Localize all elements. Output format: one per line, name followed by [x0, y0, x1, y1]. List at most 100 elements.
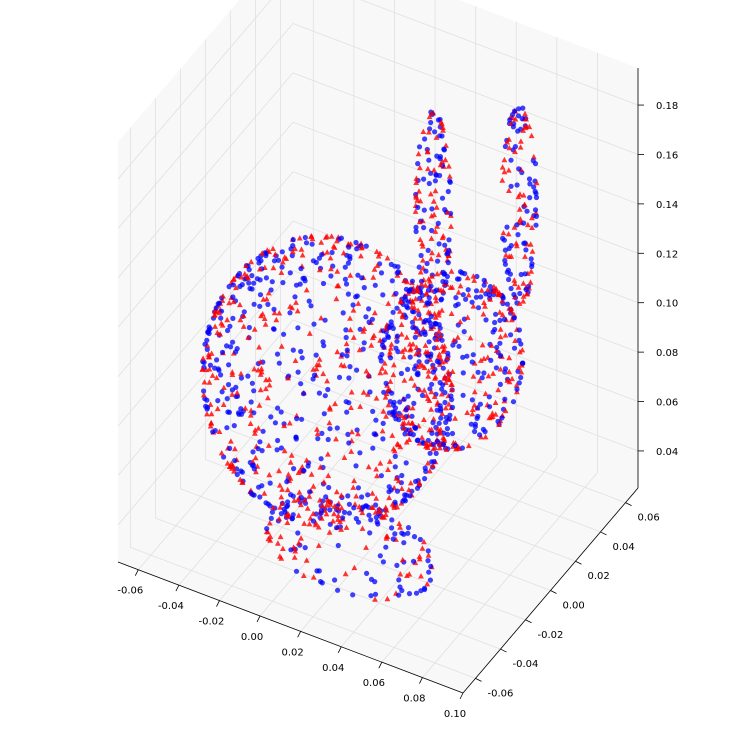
point-red: [485, 373, 492, 379]
point-blue: [354, 246, 360, 252]
point-blue: [453, 303, 459, 309]
point-blue: [270, 326, 277, 332]
point-blue: [378, 270, 385, 276]
point-red: [384, 255, 391, 261]
point-blue: [435, 117, 441, 123]
point-blue: [405, 366, 411, 372]
point-red: [399, 348, 406, 354]
point-red: [403, 334, 410, 340]
point-red: [266, 520, 273, 526]
point-red: [316, 266, 323, 273]
point-blue: [429, 206, 435, 212]
point-red: [499, 311, 506, 318]
point-blue: [497, 381, 503, 387]
point-blue: [445, 431, 451, 437]
point-blue: [433, 287, 440, 293]
point-blue: [377, 553, 383, 559]
point-red: [385, 300, 392, 306]
point-blue: [298, 494, 304, 501]
point-blue: [511, 345, 518, 351]
point-blue: [219, 389, 225, 395]
point-blue: [268, 515, 274, 522]
point-blue: [219, 349, 226, 355]
point-red: [471, 402, 478, 408]
point-red: [218, 450, 225, 456]
point-red: [324, 496, 331, 503]
point-blue: [439, 386, 445, 392]
point-red: [505, 231, 512, 237]
point-red: [424, 149, 431, 155]
point-red: [506, 187, 512, 193]
point-red: [446, 163, 452, 169]
point-red: [435, 312, 442, 318]
point-blue: [424, 260, 430, 267]
point-red: [369, 490, 376, 496]
point-blue: [440, 269, 446, 275]
point-red: [416, 188, 422, 194]
point-blue: [508, 285, 514, 292]
point-blue: [459, 270, 465, 276]
point-blue: [432, 129, 438, 135]
point-red: [309, 235, 316, 242]
point-red: [252, 430, 258, 436]
point-red: [331, 503, 338, 509]
point-blue: [413, 228, 419, 235]
point-red: [211, 312, 218, 318]
x-tick-mark: [256, 615, 261, 623]
point-red: [425, 373, 432, 379]
point-blue: [326, 484, 332, 491]
point-blue: [302, 234, 308, 241]
point-red: [256, 344, 262, 350]
point-red: [330, 518, 336, 524]
point-blue: [429, 430, 435, 436]
point-red: [327, 406, 333, 412]
point-blue: [251, 410, 257, 416]
point-blue: [533, 213, 540, 219]
z-tick-label: 0.12: [656, 249, 678, 260]
point-blue: [463, 296, 469, 302]
point-red: [495, 386, 502, 393]
point-blue: [411, 400, 417, 406]
point-blue: [435, 258, 441, 264]
point-red: [314, 426, 320, 432]
point-red: [368, 342, 375, 348]
x-tick-label: -0.06: [117, 586, 143, 597]
point-blue: [481, 282, 487, 288]
point-blue: [226, 362, 232, 368]
point-blue: [320, 339, 326, 345]
point-red: [281, 254, 288, 260]
point-blue: [214, 357, 220, 363]
point-red: [276, 467, 282, 474]
point-red: [428, 255, 434, 262]
grid-z-back: [292, 171, 639, 304]
point-red: [391, 362, 397, 368]
point-red: [417, 164, 423, 171]
point-red: [273, 316, 280, 323]
point-blue: [230, 315, 236, 321]
point-blue: [230, 282, 236, 288]
grid-z-back: [292, 270, 639, 402]
point-red: [528, 132, 535, 139]
point-blue: [345, 431, 351, 437]
point-red: [230, 298, 237, 305]
point-blue: [347, 256, 353, 262]
point-blue: [335, 587, 341, 593]
point-red: [425, 349, 431, 355]
point-blue: [210, 429, 216, 435]
point-blue: [281, 506, 287, 512]
point-red: [229, 371, 236, 377]
point-red: [506, 354, 513, 361]
point-red: [303, 457, 310, 463]
point-red: [528, 268, 535, 274]
point-blue: [275, 257, 282, 263]
point-red: [393, 475, 400, 481]
point-blue: [477, 432, 483, 438]
point-blue: [381, 389, 387, 395]
point-red: [533, 209, 539, 216]
point-red: [527, 241, 534, 247]
point-red: [398, 321, 405, 327]
point-red: [425, 460, 431, 466]
point-red: [266, 382, 273, 388]
point-blue: [409, 319, 416, 325]
point-red: [491, 283, 497, 290]
